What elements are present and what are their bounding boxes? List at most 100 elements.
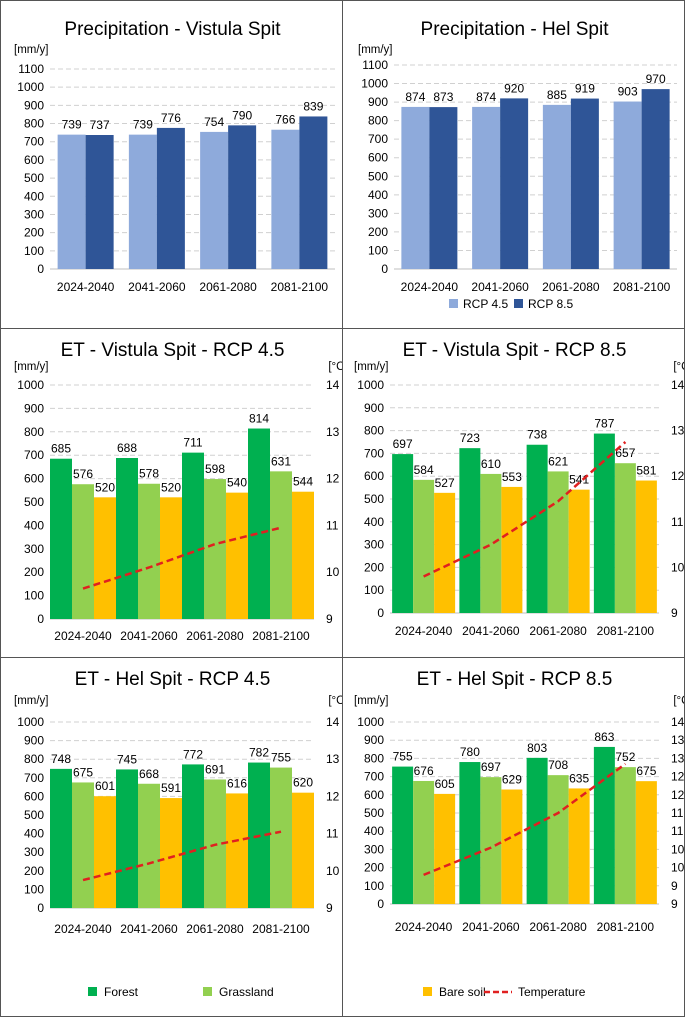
bar-grassland [138,783,160,908]
temperature-line [423,441,627,578]
y-tick-label: 0 [381,262,388,276]
y2-tick-label: 13 [326,752,340,766]
chart-panel-et-hel-85: ET - Hel Spit - RCP 8.5 [mm/y] 0 100 200 300 4… [342,657,685,1017]
chart-svg: Precipitation - Hel Spit [mm/y] 0 100 200 300… [358,19,677,311]
legend-swatch [449,299,458,308]
y2-tick-label: 12 [671,770,685,784]
bar-bare-soil [501,789,523,904]
y-axis-label: [mm/y] [354,361,389,373]
chart-svg: ET - Hel Spit - RCP 4.5 [mm/y] 0 100 200 300 4… [14,669,342,999]
bar-bare-soil [635,781,657,904]
bar-rcp-8-5 [299,116,328,269]
y-tick-label: 300 [364,842,384,856]
bar-forest [182,764,204,908]
y2-tick-label: 12 [671,788,685,802]
y-tick-label: 500 [24,171,44,185]
bar-grassland [270,471,292,619]
x-tick-label: 2061-2080 [186,629,244,643]
y-tick-label: 900 [364,733,384,747]
x-tick-label: 2061-2080 [529,920,587,934]
y-tick-label: 900 [24,734,44,748]
legend-swatch [88,987,97,996]
bar-value-label: 780 [460,745,480,759]
bar-bare-soil [160,798,182,908]
y-tick-label: 800 [24,117,44,131]
y2-tick-label: 9 [326,901,333,915]
y-tick-label: 700 [364,446,384,460]
bar-value-label: 814 [249,412,269,426]
y-tick-label: 600 [364,788,384,802]
y-tick-label: 1000 [357,715,384,729]
y2-axis-label: [°C] [673,361,685,373]
y-tick-label: 1000 [17,80,44,94]
bar-forest [526,757,548,904]
bar-value-label: 581 [636,464,656,478]
y-tick-label: 1000 [361,77,388,91]
temperature-line [82,526,282,590]
bar-value-label: 752 [615,750,635,764]
y-tick-label: 100 [24,244,44,258]
bar-value-label: 919 [575,82,595,96]
bar-value-label: 685 [51,442,71,456]
y2-tick-label: 9 [671,879,678,893]
bar-rcp-4-5 [613,101,642,269]
bar-forest [248,428,270,619]
bar-rcp-4-5 [271,129,300,269]
bar-grassland [480,777,502,904]
x-tick-label: 2081-2100 [252,922,310,936]
bar-forest [459,762,481,904]
y2-tick-label: 9 [326,612,333,626]
x-tick-label: 2024-2040 [395,624,453,638]
x-tick-label: 2041-2060 [471,280,529,294]
y2-tick-label: 14 [326,378,340,392]
y2-tick-label: 11 [671,806,684,820]
bar-value-label: 723 [460,431,480,445]
y-tick-label: 300 [364,538,384,552]
x-tick-label: 2081-2100 [613,280,671,294]
y-tick-label: 1000 [357,378,384,392]
bar-value-label: 790 [232,108,252,122]
y2-tick-label: 11 [671,515,684,529]
x-tick-label: 2024-2040 [401,280,459,294]
legend-swatch [203,987,212,996]
y-tick-label: 1000 [17,378,44,392]
y-tick-label: 0 [37,901,44,915]
x-tick-label: 2081-2100 [271,280,329,294]
bar-value-label: 874 [476,90,496,104]
y-tick-label: 900 [24,401,44,415]
legend-swatch [423,987,432,996]
y-tick-label: 200 [364,560,384,574]
bar-rcp-4-5 [128,134,157,269]
bar-value-label: 657 [615,446,635,460]
x-tick-label: 2061-2080 [199,280,257,294]
bar-value-label: 631 [271,454,291,468]
chart-svg: ET - Vistula Spit - RCP 8.5 [mm/y] 0 100 200… [354,340,685,638]
bar-value-label: 621 [548,454,568,468]
y-tick-label: 1100 [18,62,44,76]
y-tick-label: 800 [24,752,44,766]
x-tick-label: 2061-2080 [542,280,600,294]
y-tick-label: 500 [24,808,44,822]
y-tick-label: 300 [368,206,388,220]
bar-forest [526,444,548,613]
bar-bare-soil [94,796,116,908]
bar-value-label: 544 [293,475,313,489]
y-tick-label: 600 [24,472,44,486]
legend-swatch [514,299,523,308]
bar-value-label: 520 [95,480,115,494]
x-tick-label: 2081-2100 [252,629,310,643]
y-tick-label: 900 [368,95,388,109]
y-tick-label: 0 [37,262,44,276]
bar-rcp-8-5 [429,107,458,270]
bar-forest [392,454,414,613]
bar-value-label: 873 [433,90,453,104]
y-tick-label: 0 [377,897,384,911]
legend-label: Bare soil [439,985,486,999]
chart-title: ET - Hel Spit - RCP 8.5 [417,669,613,690]
y-tick-label: 1100 [362,58,388,72]
y-tick-label: 100 [364,583,384,597]
bar-bare-soil [434,492,456,613]
y-tick-label: 800 [364,751,384,765]
bar-value-label: 738 [527,428,547,442]
y-tick-label: 400 [364,824,384,838]
